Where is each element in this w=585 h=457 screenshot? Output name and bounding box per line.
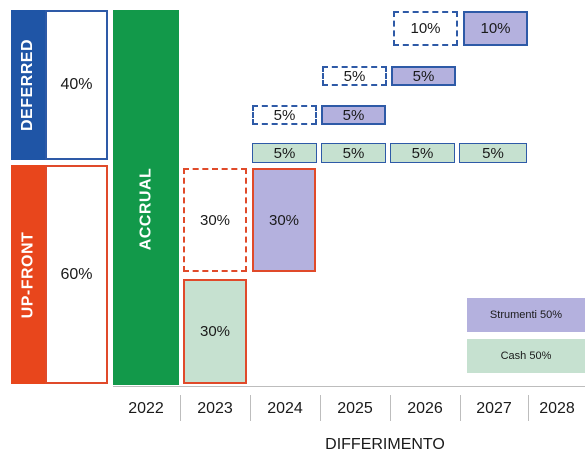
cell-2026-10pct-dashed: 10% — [393, 11, 458, 46]
axis-title: DIFFERIMENTO — [325, 436, 445, 453]
year-separator — [460, 395, 461, 421]
year-2025: 2025 — [337, 400, 373, 417]
year-2024: 2024 — [267, 400, 303, 417]
year-separator — [390, 395, 391, 421]
upfront-percent-box: 60% — [45, 165, 108, 384]
cell-2024-5pct-dashed: 5% — [252, 105, 317, 125]
cell-2025-5pct-dashed: 5% — [322, 66, 387, 86]
upfront-percent: 60% — [60, 265, 93, 283]
legend-cash: Cash 50% — [467, 339, 585, 373]
year-2028: 2028 — [539, 400, 575, 417]
cell-2024-30pct: 30% — [252, 168, 316, 272]
year-separator — [320, 395, 321, 421]
cell-2026-5pct-cash: 5% — [390, 143, 455, 163]
year-separator — [250, 395, 251, 421]
legend-instruments: Strumenti 50% — [467, 298, 585, 332]
deferred-percent: 40% — [60, 76, 93, 93]
upfront-label: UP-FRONT — [11, 165, 45, 384]
year-2027: 2027 — [476, 400, 512, 417]
year-separator — [528, 395, 529, 421]
axis-line — [113, 386, 585, 387]
cell-2026-5pct: 5% — [391, 66, 456, 86]
accrual-bar: ACCRUAL — [113, 10, 179, 385]
deferred-label: DEFERRED — [11, 10, 45, 160]
cell-2024-5pct-cash: 5% — [252, 143, 317, 163]
deferred-percent-box: 40% — [45, 10, 108, 160]
cell-2027-10pct: 10% — [463, 11, 528, 46]
cell-2025-5pct: 5% — [321, 105, 386, 125]
cell-2025-5pct-cash: 5% — [321, 143, 386, 163]
year-2026: 2026 — [407, 400, 443, 417]
year-2022: 2022 — [128, 400, 164, 417]
year-separator — [180, 395, 181, 421]
cell-2027-5pct-cash: 5% — [459, 143, 527, 163]
cell-2023-30pct-dashed: 30% — [183, 168, 247, 272]
cell-2023-30pct-cash: 30% — [183, 279, 247, 384]
year-2023: 2023 — [197, 400, 233, 417]
